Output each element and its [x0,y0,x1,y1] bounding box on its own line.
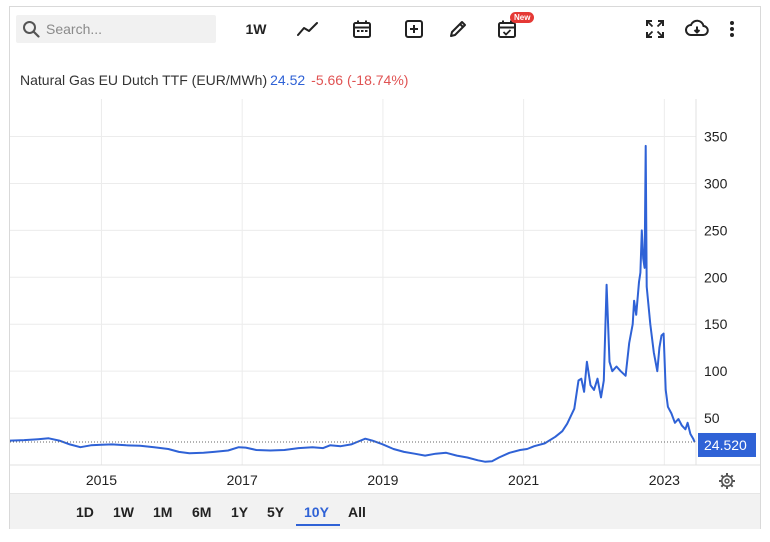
price-change: -5.66 (-18.74%) [311,72,409,88]
add-indicator-icon [405,20,423,38]
x-tick-label: 2015 [86,472,117,488]
last-price-tag-label: 24.520 [704,437,747,453]
fullscreen-icon [646,20,664,38]
range-button-5y[interactable]: 5Y [267,504,285,520]
range-button-1d[interactable]: 1D [76,504,94,520]
x-axis: 2015 2017 2019 2021 2023 [86,472,680,488]
range-button-6m[interactable]: 6M [192,504,212,520]
x-tick-label: 2021 [508,472,539,488]
y-tick-label: 200 [704,269,728,285]
range-button-1w[interactable]: 1W [113,504,134,520]
range-button-1y[interactable]: 1Y [231,504,249,520]
chart-legend: Natural Gas EU Dutch TTF (EUR/MWh) 24.52-… [20,72,408,88]
fullscreen-button[interactable] [642,16,668,42]
y-tick-label: 300 [704,175,728,191]
range-button-10y[interactable]: 10Y [304,504,329,520]
instrument-title: Natural Gas EU Dutch TTF (EUR/MWh) [20,72,268,88]
x-tick-label: 2023 [649,472,680,488]
y-tick-label: 350 [704,129,728,145]
calendar-check-icon [498,20,516,38]
draw-button[interactable] [445,16,471,42]
date-range-button[interactable] [349,16,375,42]
y-tick-label: 50 [704,410,720,426]
more-vertical-icon [730,21,734,37]
price-series-line [10,144,696,463]
active-range-underline [296,524,340,526]
y-tick-label: 150 [704,316,728,332]
chart-grid [10,99,760,466]
line-chart-icon [297,22,318,36]
y-tick-label: 250 [704,222,728,238]
more-options-button[interactable] [722,16,742,42]
cloud-download-icon [685,19,709,36]
search-input[interactable] [44,20,208,38]
new-badge: New [510,12,535,23]
x-tick-label: 2017 [227,472,258,488]
add-indicator-button[interactable] [401,16,427,42]
last-price-tag [698,432,756,457]
toolbar: 1W [10,7,760,49]
last-price: 24.52 [270,72,306,88]
y-tick-label: 100 [704,363,728,379]
interval-button[interactable]: 1W [245,21,267,37]
download-button[interactable] [683,16,711,42]
range-button-all[interactable]: All [348,504,366,520]
chart-widget: 1W [9,6,761,529]
price-chart[interactable]: 2015 2017 2019 2021 2023 50 100 150 200 250 300 35… [10,7,760,493]
gear-icon [719,473,735,489]
chart-type-button[interactable] [295,16,321,42]
y-axis: 50 100 150 200 250 300 350 [704,129,728,427]
search-box[interactable] [16,15,216,43]
events-button[interactable] [494,16,520,42]
settings-button[interactable] [719,473,735,489]
search-icon [23,21,40,38]
pencil-icon [450,21,466,37]
x-tick-label: 2019 [367,472,398,488]
range-selector: 1D 1W 1M 6M 1Y 5Y 10Y All [10,493,760,529]
range-button-1m[interactable]: 1M [153,504,173,520]
calendar-icon [353,20,371,38]
